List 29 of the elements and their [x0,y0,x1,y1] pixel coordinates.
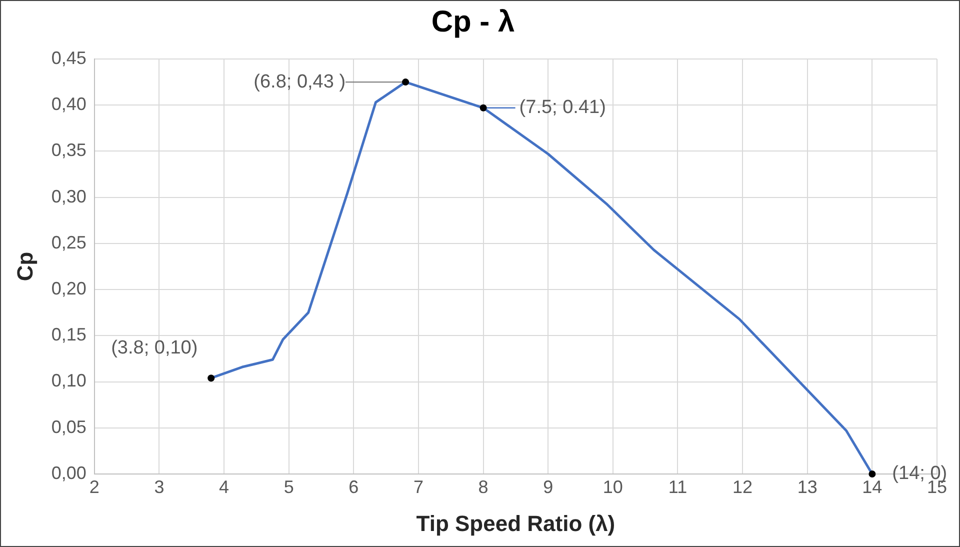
y-tick-label: 0,20 [51,278,86,299]
annotation: (6.8; 0,43 ) [254,71,346,92]
annotation: (3.8; 0,10) [111,337,198,358]
x-tick-label: 3 [154,476,164,497]
x-tick-label: 13 [797,476,818,497]
x-tick-label: 10 [602,476,623,497]
x-tick-label: 14 [862,476,882,497]
chart-title: Cp - λ [431,5,515,38]
y-tick-label: 0,25 [51,232,86,252]
x-tick-label: 2 [89,476,100,497]
y-tick-label: 0,05 [51,416,86,437]
y-axis-title: Cp [12,252,38,282]
y-tick-label: 0,35 [51,140,86,160]
x-axis-title: Tip Speed Ratio (λ) [416,510,616,536]
x-tick-label: 6 [348,476,359,497]
x-tick-label: 9 [543,476,554,497]
x-tick-label: 12 [732,476,753,497]
x-tick-label: 7 [413,476,424,497]
y-tick-label: 0,40 [51,94,86,114]
y-tick-label: 0,10 [51,370,86,391]
x-tick-label: 4 [219,476,230,497]
y-tick-label: 0,45 [51,48,86,68]
x-tick-label: 8 [478,476,488,497]
y-tick-label: 0,00 [51,462,86,483]
y-tick-label: 0,15 [51,324,86,345]
x-tick-label: 5 [284,476,294,497]
x-tick-label: 11 [668,476,688,497]
y-tick-label: 0,30 [51,186,86,206]
annotation: (7.5; 0.41) [519,97,606,118]
